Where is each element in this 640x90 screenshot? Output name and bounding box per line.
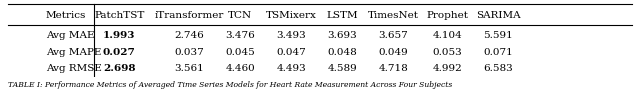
- Text: 0.053: 0.053: [433, 48, 462, 57]
- Text: Avg RMSE: Avg RMSE: [46, 64, 102, 73]
- Text: 3.657: 3.657: [378, 31, 408, 40]
- Text: TABLE I: Performance Metrics of Averaged Time Series Models for Heart Rate Measu: TABLE I: Performance Metrics of Averaged…: [8, 81, 452, 89]
- Text: Avg MAPE: Avg MAPE: [46, 48, 101, 57]
- Text: 6.583: 6.583: [484, 64, 513, 73]
- Text: 0.048: 0.048: [328, 48, 357, 57]
- Text: 3.476: 3.476: [225, 31, 255, 40]
- Text: 4.992: 4.992: [433, 64, 462, 73]
- Text: 1.993: 1.993: [103, 31, 136, 40]
- Text: 3.561: 3.561: [175, 64, 204, 73]
- Text: 0.037: 0.037: [175, 48, 204, 57]
- Text: 4.589: 4.589: [328, 64, 357, 73]
- Text: TimesNet: TimesNet: [368, 11, 419, 20]
- Text: PatchTST: PatchTST: [94, 11, 145, 20]
- Text: 4.104: 4.104: [433, 31, 462, 40]
- Text: iTransformer: iTransformer: [155, 11, 224, 20]
- Text: 5.591: 5.591: [484, 31, 513, 40]
- Text: TSMixerx: TSMixerx: [266, 11, 317, 20]
- Text: 0.071: 0.071: [484, 48, 513, 57]
- Text: 2.698: 2.698: [103, 64, 136, 73]
- Text: Avg MAE: Avg MAE: [46, 31, 95, 40]
- Text: 3.493: 3.493: [276, 31, 306, 40]
- Text: 4.718: 4.718: [378, 64, 408, 73]
- Text: 0.045: 0.045: [225, 48, 255, 57]
- Text: 0.047: 0.047: [276, 48, 306, 57]
- Text: TCN: TCN: [228, 11, 252, 20]
- Text: 0.049: 0.049: [378, 48, 408, 57]
- Text: 3.693: 3.693: [328, 31, 357, 40]
- Text: 4.493: 4.493: [276, 64, 306, 73]
- Text: 4.460: 4.460: [225, 64, 255, 73]
- Text: LSTM: LSTM: [326, 11, 358, 20]
- Text: SARIMA: SARIMA: [476, 11, 521, 20]
- Text: Prophet: Prophet: [426, 11, 468, 20]
- Text: 2.746: 2.746: [175, 31, 204, 40]
- Text: Metrics: Metrics: [46, 11, 86, 20]
- Text: 0.027: 0.027: [103, 48, 136, 57]
